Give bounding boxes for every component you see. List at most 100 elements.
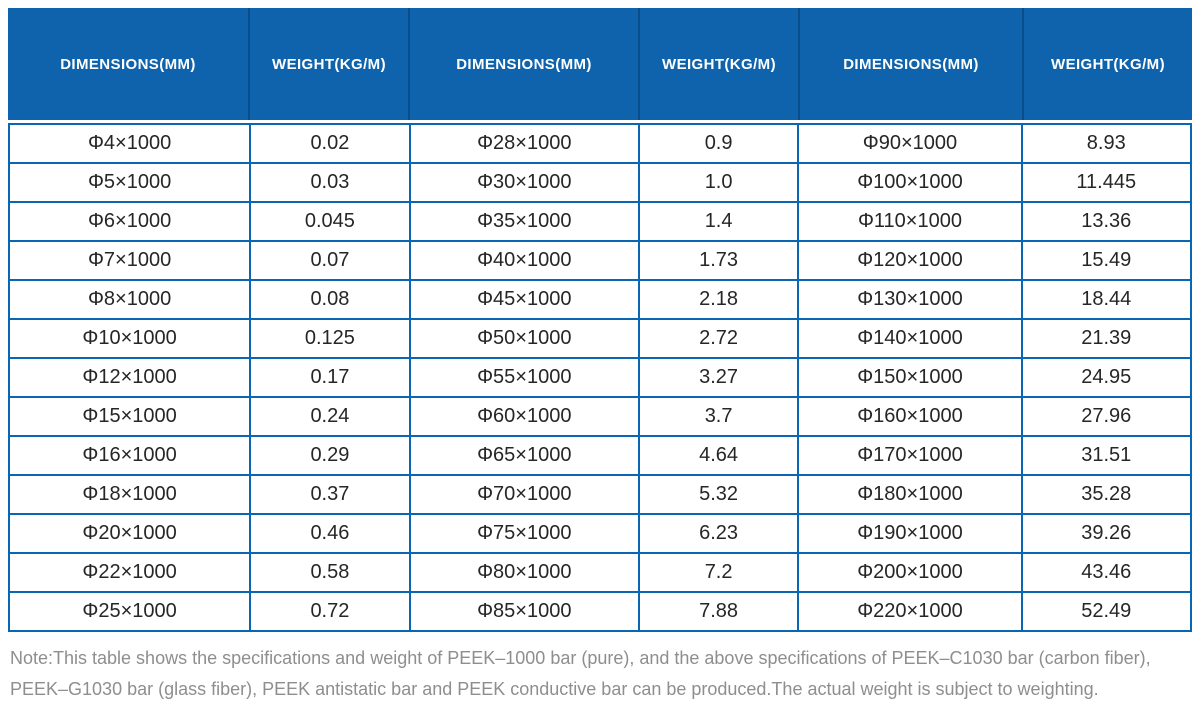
dimension-cell: Φ4×1000 (87, 132, 172, 154)
dimension-cell: Φ28×1000 (408, 125, 638, 162)
weight-cell: 2.18 (637, 281, 797, 318)
table-row: Φ5×1000 0.03 Φ30×1000 1.0 Φ100×1000 11.445 (10, 162, 1190, 201)
dimension-cell: Φ45×1000 (408, 281, 638, 318)
dimension-cell: Φ30×1000 (408, 164, 638, 201)
weight-cell: 52.49 (1020, 593, 1190, 630)
dimension-cell: Φ5×1000 (87, 171, 172, 193)
weight-cell: 13.36 (1020, 203, 1190, 240)
table-row: Φ4×1000 0.02 Φ28×1000 0.9 Φ90×1000 8.93 (10, 125, 1190, 162)
table-row: Φ7×1000 0.07 Φ40×1000 1.73 Φ120×1000 15.49 (10, 240, 1190, 279)
dimension-cell: Φ12×1000 (82, 366, 177, 388)
table-row: Φ20×1000 0.46 Φ75×1000 6.23 Φ190×1000 39.26 (10, 513, 1190, 552)
weight-cell: 0.9 (637, 125, 797, 162)
dimension-cell: Φ22×1000 (82, 561, 177, 583)
weight-cell: 0.37 (249, 476, 408, 513)
header-dimensions: DIMENSIONS(MM) (798, 8, 1022, 120)
weight-cell: 1.4 (637, 203, 797, 240)
weight-cell: 0.17 (249, 359, 408, 396)
header-weight: WEIGHT(KG/M) (248, 8, 408, 120)
weight-cell: 43.46 (1020, 554, 1190, 591)
weight-cell: 27.96 (1020, 398, 1190, 435)
weight-cell: 0.02 (249, 125, 408, 162)
weight-cell: 1.0 (637, 164, 797, 201)
dimension-cell: Φ40×1000 (408, 242, 638, 279)
dimension-cell: Φ10×1000 (82, 327, 177, 349)
weight-cell: 0.045 (249, 203, 408, 240)
dimension-cell: Φ65×1000 (408, 437, 638, 474)
weight-cell: 3.27 (637, 359, 797, 396)
weight-cell: 24.95 (1020, 359, 1190, 396)
weight-cell: 5.32 (637, 476, 797, 513)
weight-cell: 0.08 (249, 281, 408, 318)
weight-cell: 0.29 (249, 437, 408, 474)
weight-cell: 18.44 (1020, 281, 1190, 318)
dimension-cell: Φ110×1000 (797, 203, 1020, 240)
dimension-cell: Φ130×1000 (797, 281, 1020, 318)
dimension-cell: Φ25×1000 (82, 600, 177, 622)
dimension-cell: Φ18×1000 (82, 483, 177, 505)
table-row: Φ22×1000 0.58 Φ80×1000 7.2 Φ200×1000 43.46 (10, 552, 1190, 591)
table-row: Φ12×1000 0.17 Φ55×1000 3.27 Φ150×1000 24.95 (10, 357, 1190, 396)
weight-cell: 0.07 (249, 242, 408, 279)
dimension-cell: Φ160×1000 (797, 398, 1020, 435)
dimension-cell: Φ200×1000 (797, 554, 1020, 591)
dimension-cell: Φ90×1000 (797, 125, 1020, 162)
dimension-cell: Φ180×1000 (797, 476, 1020, 513)
dimension-cell: Φ7×1000 (87, 249, 172, 271)
header-weight: WEIGHT(KG/M) (1022, 8, 1192, 120)
weight-cell: 7.2 (637, 554, 797, 591)
table-row: Φ16×1000 0.29 Φ65×1000 4.64 Φ170×1000 31.51 (10, 435, 1190, 474)
weight-cell: 8.93 (1020, 125, 1190, 162)
dimension-cell: Φ220×1000 (797, 593, 1020, 630)
table-row: Φ8×1000 0.08 Φ45×1000 2.18 Φ130×1000 18.44 (10, 279, 1190, 318)
dimension-cell: Φ140×1000 (797, 320, 1020, 357)
dimension-cell: Φ16×1000 (82, 444, 177, 466)
dimension-cell: Φ70×1000 (408, 476, 638, 513)
dimension-cell: Φ60×1000 (408, 398, 638, 435)
dimension-cell: Φ20×1000 (82, 522, 177, 544)
dimension-cell: Φ8×1000 (87, 288, 172, 310)
weight-cell: 0.24 (249, 398, 408, 435)
dimension-cell: Φ6×1000 (87, 210, 172, 232)
dimension-cell: Φ75×1000 (408, 515, 638, 552)
weight-cell: 35.28 (1020, 476, 1190, 513)
weight-cell: 3.7 (637, 398, 797, 435)
weight-cell: 0.46 (249, 515, 408, 552)
weight-cell: 7.88 (637, 593, 797, 630)
header-dimensions: DIMENSIONS(MM) (60, 55, 196, 73)
table-row: Φ15×1000 0.24 Φ60×1000 3.7 Φ160×1000 27.96 (10, 396, 1190, 435)
spec-table: DIMENSIONS(MM) WEIGHT(KG/M) DIMENSIONS(MM)… (8, 8, 1192, 632)
weight-cell: 31.51 (1020, 437, 1190, 474)
weight-cell: 4.64 (637, 437, 797, 474)
weight-cell: 0.03 (249, 164, 408, 201)
dimension-cell: Φ80×1000 (408, 554, 638, 591)
weight-cell: 1.73 (637, 242, 797, 279)
dimension-cell: Φ50×1000 (408, 320, 638, 357)
weight-cell: 39.26 (1020, 515, 1190, 552)
weight-cell: 0.72 (249, 593, 408, 630)
weight-cell: 11.445 (1020, 164, 1190, 201)
table-row: Φ25×1000 0.72 Φ85×1000 7.88 Φ220×1000 52.49 (10, 591, 1190, 630)
dimension-cell: Φ15×1000 (82, 405, 177, 427)
dimension-cell: Φ85×1000 (408, 593, 638, 630)
table-row: Φ18×1000 0.37 Φ70×1000 5.32 Φ180×1000 35.28 (10, 474, 1190, 513)
dimension-cell: Φ55×1000 (408, 359, 638, 396)
table-row: Φ10×1000 0.125 Φ50×1000 2.72 Φ140×1000 21.39 (10, 318, 1190, 357)
weight-cell: 0.125 (249, 320, 408, 357)
dimension-cell: Φ35×1000 (408, 203, 638, 240)
weight-cell: 2.72 (637, 320, 797, 357)
dimension-cell: Φ170×1000 (797, 437, 1020, 474)
table-header-row: DIMENSIONS(MM) WEIGHT(KG/M) DIMENSIONS(MM)… (8, 8, 1192, 120)
dimension-cell: Φ100×1000 (797, 164, 1020, 201)
weight-cell: 6.23 (637, 515, 797, 552)
header-dimensions: DIMENSIONS(MM) (408, 8, 638, 120)
dimension-cell: Φ150×1000 (797, 359, 1020, 396)
note-text: Note:This table shows the specifications… (10, 648, 1151, 699)
dimension-cell: Φ120×1000 (797, 242, 1020, 279)
table-row: Φ6×1000 0.045 Φ35×1000 1.4 Φ110×1000 13.36 (10, 201, 1190, 240)
weight-cell: 15.49 (1020, 242, 1190, 279)
weight-cell: 21.39 (1020, 320, 1190, 357)
table-body: Φ4×1000 0.02 Φ28×1000 0.9 Φ90×1000 8.93 Φ5×100… (8, 123, 1192, 632)
header-weight: WEIGHT(KG/M) (638, 8, 798, 120)
